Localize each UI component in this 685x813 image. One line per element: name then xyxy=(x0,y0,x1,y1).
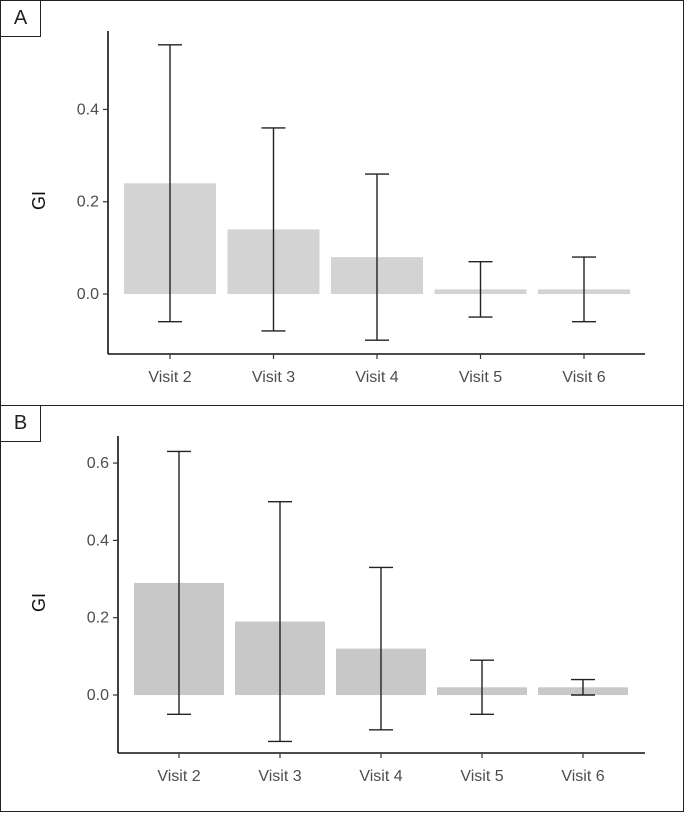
error-bar-b-2 xyxy=(268,501,292,743)
error-bar-b-5 xyxy=(571,678,595,696)
y-axis-title-b: GI xyxy=(29,593,49,612)
y-tick-label-a: 0.0 xyxy=(77,286,99,303)
y-tick-label-b: 0.2 xyxy=(87,610,109,627)
y-axis-title-a: GI xyxy=(29,191,49,210)
chart-b: 0.0 0.2 0.4 0.6 Visit 2 Visit 3 Visit 4 Visit 5… xyxy=(29,436,645,785)
error-bar-a-4 xyxy=(468,261,493,318)
x-tick-label-b: Visit 2 xyxy=(157,768,200,785)
panel-b-label: B xyxy=(1,406,41,442)
panel-a-label: A xyxy=(1,1,41,37)
error-bar-b-3 xyxy=(369,566,393,731)
error-bar-a-1 xyxy=(158,44,182,323)
x-tick-label-b: Visit 6 xyxy=(561,768,604,785)
x-tick-label-a: Visit 2 xyxy=(148,369,191,386)
y-tick-label-b: 0.0 xyxy=(87,687,109,704)
error-bar-b-4 xyxy=(470,659,494,716)
chart-a: 0.0 0.2 0.4 Visit 2 Visit 3 Visit 4 Visit 5 Vis… xyxy=(29,31,645,386)
error-bar-a-2 xyxy=(261,127,286,332)
x-tick-label-a: Visit 6 xyxy=(562,369,605,386)
x-tick-label-b: Visit 5 xyxy=(460,768,503,785)
error-bar-a-5 xyxy=(572,256,596,323)
y-tick-label-b: 0.4 xyxy=(87,532,109,549)
x-tick-label-a: Visit 4 xyxy=(355,369,398,386)
x-tick-label-b: Visit 3 xyxy=(258,768,301,785)
error-bar-a-3 xyxy=(365,173,389,341)
x-tick-label-b: Visit 4 xyxy=(359,768,402,785)
x-tick-label-a: Visit 3 xyxy=(252,369,295,386)
y-tick-label-b: 0.6 xyxy=(87,455,109,472)
error-bar-b-1 xyxy=(167,450,191,716)
y-tick-label-a: 0.2 xyxy=(77,194,99,211)
y-tick-label-a: 0.4 xyxy=(77,101,99,118)
panel-a: A 0.0 0.2 0.4 Visit 2 Visit 3 Visit 4 Visit 5 V… xyxy=(0,0,684,406)
x-tick-label-a: Visit 5 xyxy=(459,369,502,386)
panel-b: B 0.0 0.2 0.4 0.6 Visit 2 Visit 3 Visit 4 Visit… xyxy=(0,405,684,812)
